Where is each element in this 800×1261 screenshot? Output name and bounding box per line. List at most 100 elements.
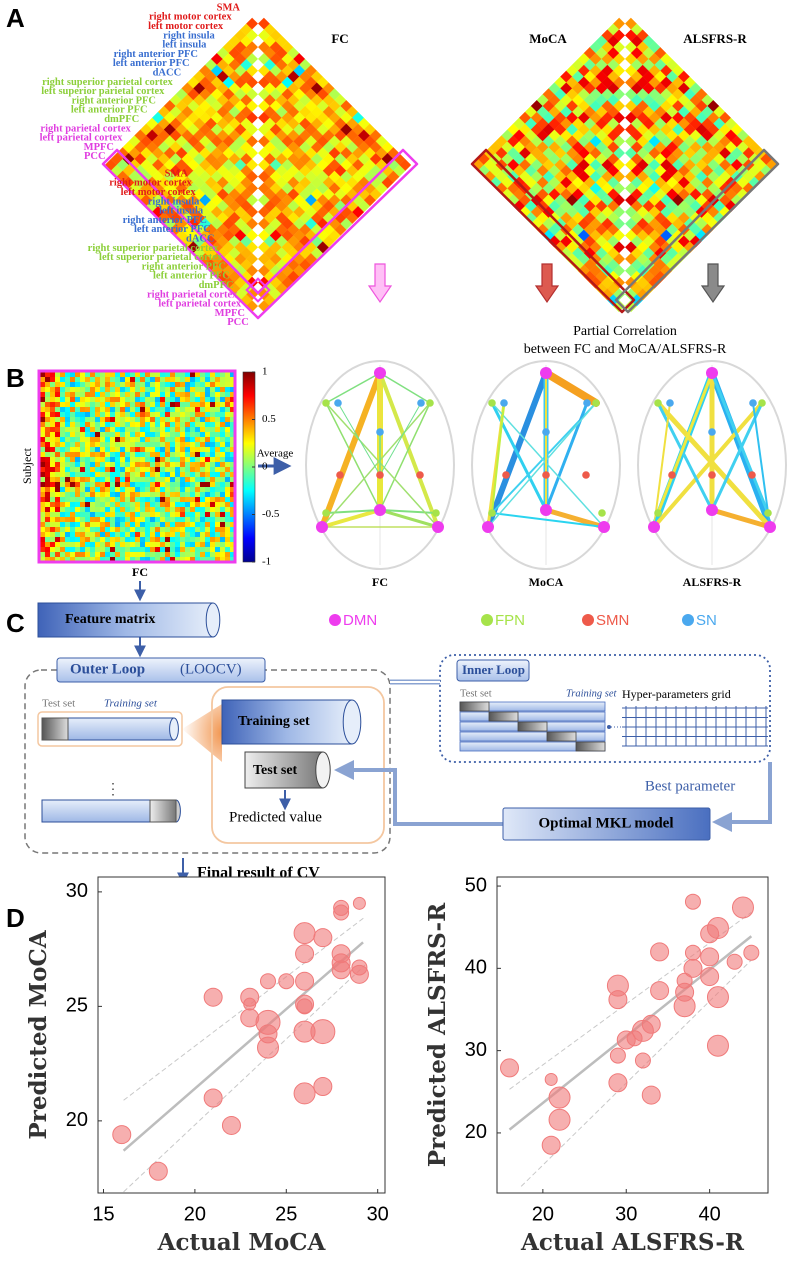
heatmap-cell — [175, 537, 180, 542]
heatmap-cell — [110, 532, 115, 537]
heatmap-cell — [40, 502, 45, 507]
heatmap-cell — [120, 522, 125, 527]
heatmap-cell — [130, 397, 135, 402]
node — [758, 399, 766, 407]
heatmap-cell — [205, 507, 210, 512]
node — [749, 399, 757, 407]
heatmap-cell — [185, 507, 190, 512]
heatmap-cell — [45, 467, 50, 472]
heatmap-cell — [45, 442, 50, 447]
heatmap-cell — [190, 477, 195, 482]
heatmap-cell — [65, 402, 70, 407]
heatmap-cell — [195, 467, 200, 472]
heatmap-cell — [230, 552, 235, 557]
big-arrow — [367, 263, 393, 304]
heatmap-cell — [55, 427, 60, 432]
heatmap-cell — [155, 492, 160, 497]
point — [609, 1047, 626, 1064]
heatmap-cell — [100, 432, 105, 437]
heatmap-cell — [150, 432, 155, 437]
heatmap-cell — [180, 447, 185, 452]
heatmap-cell — [100, 492, 105, 497]
heatmap-cell — [130, 497, 135, 502]
heatmap-cell — [40, 372, 45, 377]
heatmap-cell — [165, 552, 170, 557]
heatmap-cell — [200, 387, 205, 392]
heatmap-cell — [135, 442, 140, 447]
heatmap-cell — [225, 517, 230, 522]
heatmap-cell — [110, 442, 115, 447]
heatmap-cell — [110, 527, 115, 532]
heatmap-cell — [215, 512, 220, 517]
node — [648, 521, 660, 533]
heatmap-cell — [80, 397, 85, 402]
heatmap-cell — [120, 537, 125, 542]
heatmap-cell — [195, 537, 200, 542]
heatmap-cell — [125, 552, 130, 557]
heatmap-cell — [205, 477, 210, 482]
heatmap-cell — [220, 547, 225, 552]
heatmap-cell — [65, 492, 70, 497]
heatmap-cell — [190, 432, 195, 437]
heatmap-cell — [160, 552, 165, 557]
heatmap-cell — [160, 537, 165, 542]
heatmap-cell — [85, 507, 90, 512]
heatmap-cell — [145, 552, 150, 557]
heatmap-cell — [125, 492, 130, 497]
heatmap-cell — [80, 547, 85, 552]
heatmap-cell — [60, 472, 65, 477]
heatmap-cell — [175, 387, 180, 392]
heatmap-cell — [150, 487, 155, 492]
heatmap-cell — [135, 457, 140, 462]
heatmap-cell — [75, 387, 80, 392]
heatmap-cell — [90, 447, 95, 452]
node — [432, 521, 444, 533]
heatmap-cell — [230, 447, 235, 452]
heatmap-cell — [225, 527, 230, 532]
heatmap-cell — [230, 412, 235, 417]
heatmap-cell — [210, 437, 215, 442]
heatmap-cell — [210, 522, 215, 527]
heatmap-cell — [60, 442, 65, 447]
heatmap-cell — [165, 457, 170, 462]
heatmap-cell — [105, 432, 110, 437]
heatmap-cell — [130, 442, 135, 447]
heatmap-cell — [80, 372, 85, 377]
heatmap-cell — [185, 412, 190, 417]
heatmap-cell — [125, 517, 130, 522]
heatmap-cell — [200, 372, 205, 377]
heatmap-cell — [200, 392, 205, 397]
heatmap-cell — [75, 437, 80, 442]
heatmap-cell — [110, 412, 115, 417]
heatmap-cell — [135, 557, 140, 562]
heatmap-cell — [215, 477, 220, 482]
heatmap-cell — [130, 537, 135, 542]
heatmap-cell — [185, 382, 190, 387]
heatmap-cell — [165, 407, 170, 412]
heatmap-cell — [150, 547, 155, 552]
node — [426, 399, 434, 407]
y-axis-label: Predicted ALSFRS-R — [424, 902, 451, 1167]
heatmap-cell — [205, 387, 210, 392]
heatmap-cell — [75, 472, 80, 477]
heatmap-cell — [125, 447, 130, 452]
heatmap-cell — [140, 552, 145, 557]
heatmap-cell — [105, 472, 110, 477]
heatmap-cell — [45, 557, 50, 562]
heatmap-cell — [170, 417, 175, 422]
heatmap-cell — [75, 407, 80, 412]
x-tick-label: 40 — [699, 1203, 721, 1225]
heatmap-cell — [130, 392, 135, 397]
heatmap-cell — [45, 462, 50, 467]
heatmap-cell — [75, 507, 80, 512]
region-label: right motor cortex — [149, 12, 232, 23]
heatmap-cell — [55, 387, 60, 392]
edge — [656, 371, 714, 515]
heatmap-cell — [105, 397, 110, 402]
heatmap-cell — [50, 397, 55, 402]
heatmap-cell — [145, 422, 150, 427]
heatmap-cell — [100, 482, 105, 487]
node — [316, 521, 328, 533]
heatmap-cell — [170, 502, 175, 507]
heatmap-cell — [225, 472, 230, 477]
